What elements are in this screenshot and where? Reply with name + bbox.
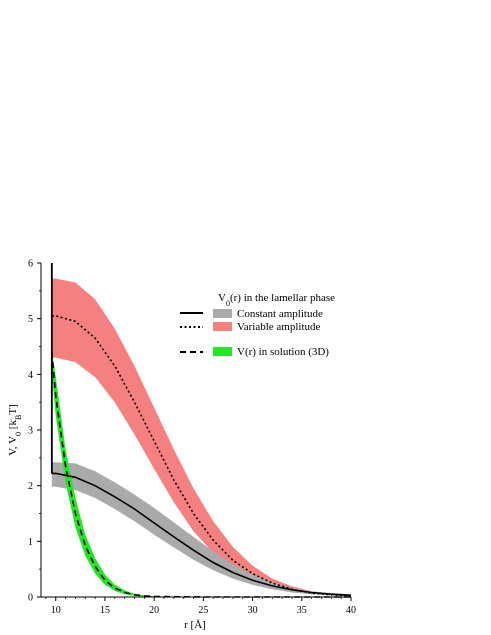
band-constant <box>51 462 352 596</box>
legend-title-rest: (r) in the lamellar phase <box>230 292 335 304</box>
legend-label-variable: Variable amplitude <box>237 321 321 333</box>
x-tick-label: 25 <box>198 605 208 616</box>
legend-title: V0(r) in the lamellar phase <box>218 292 335 308</box>
x-axis-title-end: ] <box>202 619 206 631</box>
y-tick-label: 0 <box>28 593 33 604</box>
legend-swatch-constant <box>213 309 232 318</box>
legend-title-sub: 0 <box>226 299 230 308</box>
legend-label-solution: V(r) in solution (3D) <box>237 346 329 358</box>
y-axis-title-base: V, V <box>7 436 19 456</box>
legend-swatch-variable <box>213 322 232 331</box>
x-tick-label: 35 <box>297 605 307 616</box>
legend-title-base: V <box>218 292 226 304</box>
y-axis-title-end: T] <box>7 404 19 414</box>
x-axis-title-base: r [ <box>184 619 194 631</box>
y-tick-label: 4 <box>28 370 33 381</box>
x-tick-label: 10 <box>51 605 61 616</box>
legend-label-constant: Constant amplitude <box>237 308 323 320</box>
y-tick-label: 2 <box>28 481 33 492</box>
band-variable <box>51 278 352 597</box>
y-axis-title-sub0: 0 <box>14 432 23 436</box>
x-axis-title-unit: Å <box>194 619 202 631</box>
y-tick-label: 3 <box>28 426 33 437</box>
svg-text:V, V0 [kBT]: V, V0 [kBT] <box>7 404 23 455</box>
line-variable <box>51 315 352 597</box>
x-tick-label: 20 <box>149 605 159 616</box>
y-axis-title: V, V0 [kBT] <box>7 404 23 455</box>
x-tick-label: 30 <box>248 605 258 616</box>
x-tick-label: 15 <box>100 605 110 616</box>
y-axis-title-mid: [k <box>7 420 19 432</box>
axes: 10 15 20 25 30 35 40 0 1 2 3 4 5 6 <box>28 259 356 617</box>
y-axis-title-subB: B <box>14 415 23 420</box>
uncertainty-bands <box>51 278 352 597</box>
line-constant <box>51 472 352 597</box>
legend: V0(r) in the lamellar phase Constant amp… <box>180 292 335 358</box>
y-tick-label: 6 <box>28 259 33 270</box>
x-tick-label: 40 <box>346 605 356 616</box>
svg-text:r [Å]: r [Å] <box>184 619 206 631</box>
x-axis-title: r [Å] <box>184 619 206 631</box>
y-tick-label: 5 <box>28 314 33 325</box>
legend-swatch-solution <box>213 347 232 356</box>
y-tick-label: 1 <box>28 537 33 548</box>
